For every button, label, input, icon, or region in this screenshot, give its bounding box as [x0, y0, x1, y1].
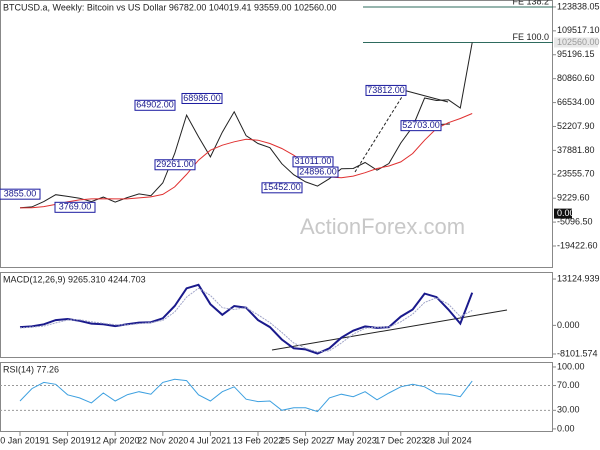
- price-marker-box: [554, 37, 598, 48]
- price-annotation: 31011.00: [295, 156, 332, 166]
- price-annotation-box: [134, 99, 176, 111]
- y-tick-label: 0.000: [557, 320, 580, 330]
- price-annotation-box: [54, 201, 96, 213]
- y-tick-label: 123838.05: [557, 1, 600, 11]
- x-tick-label: 17 Dec 2023: [375, 435, 426, 445]
- x-tick-label: 22 Nov 2020: [137, 435, 188, 445]
- fe-label: FE 100.0: [512, 32, 549, 42]
- price-annotation-box: [297, 166, 339, 178]
- price-annotation: 3769.00: [59, 202, 92, 212]
- y-tick-label: 9229.60: [557, 193, 590, 203]
- y-tick-label: 30.00: [557, 405, 580, 415]
- panel-title: BTCUSD.a, Weekly: Bitcoin vs US Dollar 9…: [3, 2, 337, 12]
- y-tick-label: 109517.10: [557, 25, 600, 35]
- price-annotation: 15452.00: [263, 182, 301, 192]
- y-tick-label: 23555.70: [557, 169, 595, 179]
- price-annotation: 3855.00: [4, 189, 37, 199]
- price-annotation-box: [154, 159, 196, 171]
- series-line: [19, 113, 473, 209]
- price-annotation-box: [400, 120, 442, 132]
- x-tick-label: 20 Jan 2019: [0, 435, 45, 445]
- series-line: [19, 378, 473, 413]
- x-tick-label: 1 Sep 2019: [45, 435, 91, 445]
- y-tick-label: 95196.15: [557, 49, 595, 59]
- x-tick-label: 25 Sep 2022: [280, 435, 331, 445]
- y-tick-label: -8101.574: [557, 348, 598, 358]
- price-annotation: 29261.00: [156, 159, 194, 169]
- panel-title: RSI(14) 77.26: [3, 364, 59, 374]
- price-marker-label: 102560.00: [557, 37, 600, 47]
- y-tick-label: 13124.939: [557, 273, 600, 283]
- price-annotation-box: [0, 188, 41, 200]
- panel-title: MACD(12,26,9) 9265.310 4244.703: [3, 274, 146, 284]
- y-tick-label: 80860.60: [557, 73, 595, 83]
- watermark: ActionForex.com: [300, 214, 465, 239]
- price-annotation: 73812.00: [367, 85, 405, 95]
- price-marker-box: [554, 208, 572, 219]
- x-tick-label: 28 Jul 2024: [425, 435, 472, 445]
- x-tick-label: 12 Apr 2020: [91, 435, 140, 445]
- x-tick-label: 7 May 2023: [330, 435, 377, 445]
- price-marker-label: 0.00: [557, 208, 575, 218]
- price-annotation-box: [365, 84, 407, 96]
- trendline: [354, 91, 406, 173]
- price-annotation-box: [261, 182, 303, 194]
- price-annotation: 64902.00: [136, 100, 174, 110]
- panel-frame: [0, 0, 553, 268]
- y-tick-label: -19422.60: [557, 240, 598, 250]
- y-tick-label: 100.00: [557, 361, 585, 371]
- fe-label: FE 138.2: [512, 0, 549, 6]
- x-tick-label: 13 Feb 2022: [233, 435, 284, 445]
- price-annotation: 52703.00: [402, 120, 440, 130]
- x-tick-label: 4 Jul 2021: [190, 435, 232, 445]
- y-tick-label: 52207.90: [557, 121, 595, 131]
- macd-trendline: [271, 309, 508, 351]
- y-tick-label: 37881.80: [557, 145, 595, 155]
- y-tick-label: 70.00: [557, 380, 580, 390]
- series-line: [19, 287, 473, 353]
- panel-frame: [0, 362, 553, 432]
- y-tick-label: 0.00: [557, 423, 575, 433]
- price-annotation: 24896.00: [299, 166, 337, 176]
- price-annotation: 68986.00: [183, 93, 221, 103]
- y-tick-label: 66534.00: [557, 97, 595, 107]
- panel-frame: [0, 272, 553, 358]
- series-line: [19, 42, 473, 209]
- y-tick-label: -5096.50: [557, 216, 593, 226]
- price-annotation-box: [181, 92, 223, 104]
